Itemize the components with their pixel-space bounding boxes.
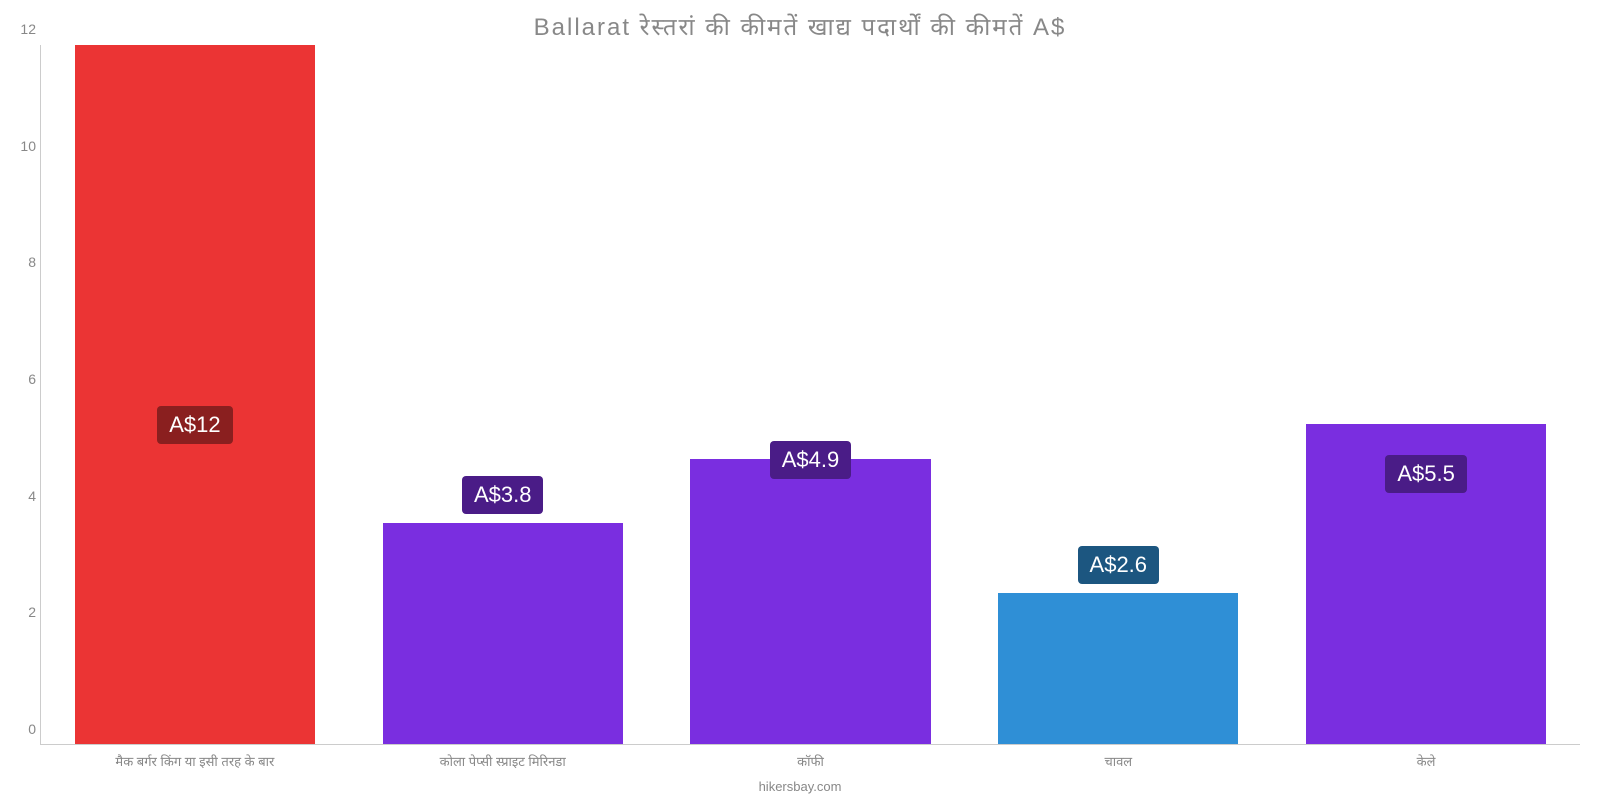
x-label: मैक बर्गर किंग या इसी तरह के बार xyxy=(41,752,349,770)
bars-group: A$12मैक बर्गर किंग या इसी तरह के बारA$3.… xyxy=(41,45,1580,745)
bar-slot: A$2.6चावल xyxy=(964,45,1272,744)
x-label: कॉफी xyxy=(657,752,965,770)
bar-slot: A$5.5केले xyxy=(1272,45,1580,744)
bar-slot: A$12मैक बर्गर किंग या इसी तरह के बार xyxy=(41,45,349,744)
bar xyxy=(690,459,930,744)
x-label: केले xyxy=(1272,752,1580,770)
y-tick: 6 xyxy=(11,371,36,387)
value-badge: A$5.5 xyxy=(1385,455,1467,493)
y-tick: 2 xyxy=(11,604,36,620)
value-badge: A$3.8 xyxy=(462,476,544,514)
value-badge: A$2.6 xyxy=(1078,546,1160,584)
source-label: hikersbay.com xyxy=(0,779,1600,794)
chart-container: Ballarat रेस्तरां की कीमतें खाद्य पदार्थ… xyxy=(0,0,1600,800)
bar-slot: A$3.8कोला पेप्सी स्प्राइट मिरिनडा xyxy=(349,45,657,744)
plot-area: 024681012 A$12मैक बर्गर किंग या इसी तरह … xyxy=(40,45,1580,745)
y-tick: 8 xyxy=(11,254,36,270)
chart-title: Ballarat रेस्तरां की कीमतें खाद्य पदार्थ… xyxy=(0,10,1600,43)
bar-slot: A$4.9कॉफी xyxy=(657,45,965,744)
x-label: कोला पेप्सी स्प्राइट मिरिनडा xyxy=(349,752,657,770)
y-tick: 10 xyxy=(11,138,36,154)
bar xyxy=(75,45,315,744)
y-tick: 12 xyxy=(11,21,36,37)
value-badge: A$4.9 xyxy=(770,441,852,479)
y-tick: 4 xyxy=(11,488,36,504)
value-badge: A$12 xyxy=(157,406,232,444)
bar xyxy=(383,523,623,744)
y-tick: 0 xyxy=(11,721,36,737)
bar xyxy=(998,593,1238,744)
x-label: चावल xyxy=(964,752,1272,770)
